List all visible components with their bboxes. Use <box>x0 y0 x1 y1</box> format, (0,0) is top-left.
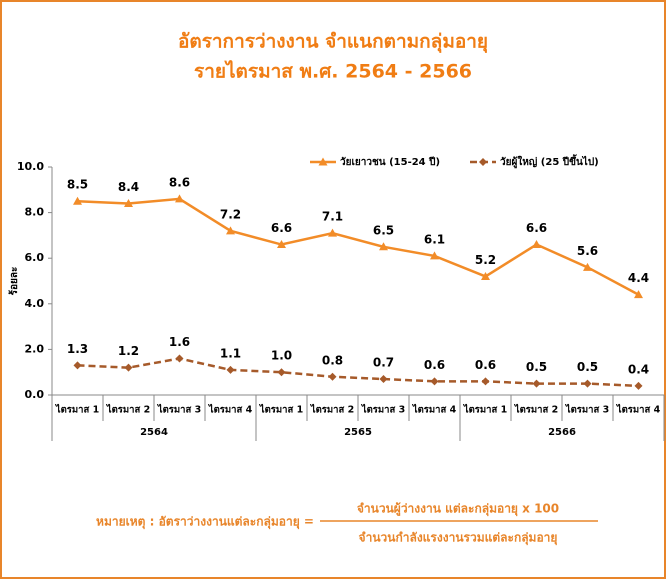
note-numerator: จำนวนผู้ว่างงาน แต่ละกลุ่มอายุ x 100 <box>357 502 559 517</box>
data-label: 7.1 <box>322 210 343 224</box>
point <box>73 361 82 370</box>
x-tick-label: ไตรมาส 4 <box>616 404 661 416</box>
point <box>634 381 643 390</box>
x-tick-label: ไตรมาส 2 <box>106 404 150 416</box>
x-tick-label: ไตรมาส 2 <box>310 404 354 416</box>
chart-subtitle: รายไตรมาส พ.ศ. 2564 - 2566 <box>194 60 472 83</box>
point <box>175 354 184 363</box>
point <box>124 363 133 372</box>
data-label: 0.8 <box>322 353 343 367</box>
series-line <box>77 357 639 388</box>
point <box>175 194 184 203</box>
x-tick-label: ไตรมาส 4 <box>412 404 457 416</box>
point <box>481 271 490 280</box>
point <box>479 158 487 166</box>
data-label: 8.4 <box>118 180 139 194</box>
x-tick-label: ไตรมาส 3 <box>361 404 405 416</box>
data-label: 5.6 <box>577 244 598 258</box>
x-tick-label: ไตรมาส 1 <box>55 404 99 416</box>
point <box>226 365 235 374</box>
point <box>532 240 541 249</box>
point <box>634 290 643 299</box>
data-label: 1.6 <box>169 335 190 349</box>
point <box>430 377 439 386</box>
point <box>124 198 133 207</box>
legend-label: วัยผู้ใหญ่ (25 ปีขึ้นไป) <box>500 154 599 169</box>
data-label: 0.4 <box>628 362 649 376</box>
point <box>318 157 328 166</box>
data-label: 0.7 <box>373 356 394 370</box>
legend-label: วัยเยาวชน (15-24 ปี) <box>340 156 440 168</box>
y-tick-label: 4.0 <box>25 297 45 310</box>
data-label: 8.6 <box>169 175 190 189</box>
data-label: 4.4 <box>628 271 649 285</box>
data-label: 6.1 <box>424 232 445 246</box>
data-label: 0.5 <box>577 360 598 374</box>
data-label: 6.6 <box>526 221 547 235</box>
point <box>328 228 337 237</box>
y-tick-label: 10.0 <box>17 160 44 173</box>
data-label: 1.1 <box>220 346 241 360</box>
point <box>481 377 490 386</box>
y-tick-label: 2.0 <box>25 342 45 355</box>
chart-title: อัตราการว่างงาน จำแนกตามกลุ่มอายุ <box>178 31 488 54</box>
point <box>532 379 541 388</box>
point <box>277 240 286 249</box>
x-tick-label: ไตรมาส 1 <box>259 404 303 416</box>
point <box>328 372 337 381</box>
y-axis-label: ร้อยละ <box>8 267 20 296</box>
point <box>379 242 388 251</box>
x-tick-label: ไตรมาส 2 <box>514 404 558 416</box>
data-label: 1.0 <box>271 349 292 363</box>
y-tick-label: 8.0 <box>25 206 45 219</box>
data-label: 8.5 <box>67 178 88 192</box>
point <box>379 375 388 384</box>
point <box>277 368 286 377</box>
data-label: 6.6 <box>271 221 292 235</box>
data-label: 0.6 <box>475 358 496 372</box>
data-label: 1.3 <box>67 342 88 356</box>
y-tick-label: 0.0 <box>25 388 45 401</box>
data-label: 1.2 <box>118 344 139 358</box>
x-tick-label: ไตรมาส 3 <box>565 404 609 416</box>
point <box>226 226 235 235</box>
x-group-label: 2564 <box>140 427 168 438</box>
point <box>73 196 82 205</box>
data-label: 5.2 <box>475 253 496 267</box>
point <box>583 262 592 271</box>
y-tick-label: 6.0 <box>25 251 45 264</box>
note-label: หมายเหตุ : อัตราว่างงานแต่ละกลุ่มอายุ = <box>96 515 314 530</box>
note-denominator: จำนวนกำลังแรงงานรวมแต่ละกลุ่มอายุ <box>359 531 558 546</box>
point <box>583 379 592 388</box>
x-group-label: 2565 <box>344 427 372 438</box>
x-tick-label: ไตรมาส 4 <box>208 404 253 416</box>
point <box>430 251 439 260</box>
series-line <box>77 197 640 296</box>
data-label: 7.2 <box>220 207 241 221</box>
data-label: 0.5 <box>526 360 547 374</box>
data-label: 6.5 <box>373 223 394 237</box>
data-label: 0.6 <box>424 358 445 372</box>
x-tick-label: ไตรมาส 1 <box>463 404 507 416</box>
x-tick-label: ไตรมาส 3 <box>157 404 201 416</box>
x-group-label: 2566 <box>548 427 576 438</box>
